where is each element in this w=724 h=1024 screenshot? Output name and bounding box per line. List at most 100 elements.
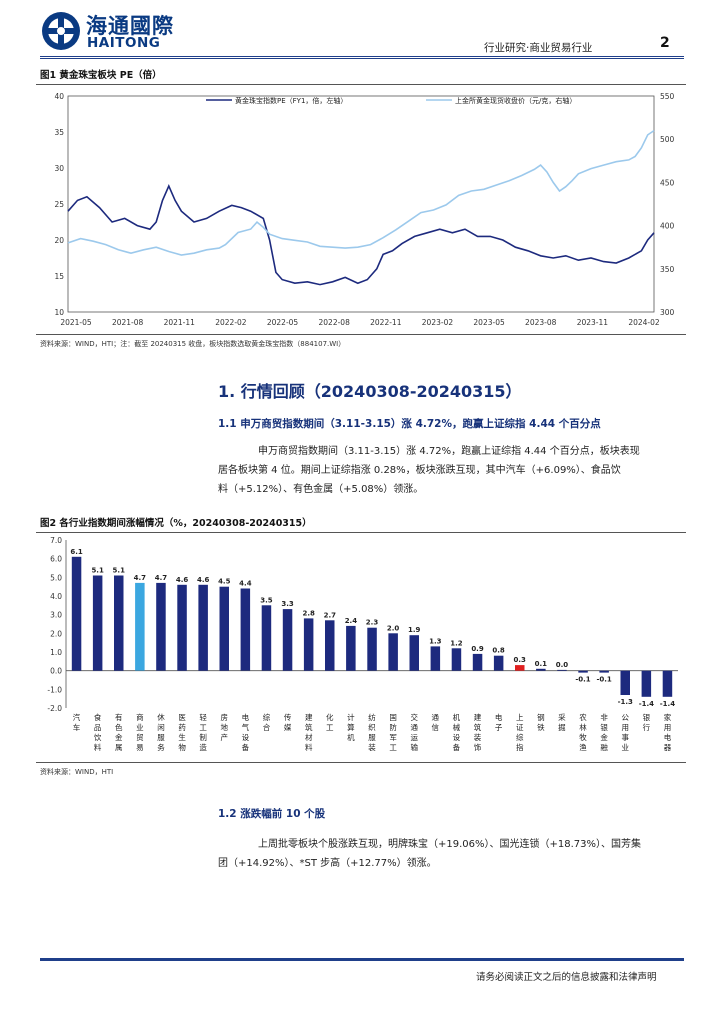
chart2-value-label-19: 0.9	[471, 645, 484, 653]
brand-cn: 海通國際	[86, 14, 174, 38]
chart1-yright-tick-2: 450	[660, 178, 675, 187]
chart2-value-label-15: 2.0	[387, 624, 400, 632]
chart2-category-label-10: 传媒	[284, 712, 292, 732]
chart2-value-label-16: 1.9	[408, 626, 421, 634]
section1-1-title: 1.1 申万商贸指数期间（3.11-3.15）涨 4.72%，跑赢上证综指 4.…	[218, 418, 601, 430]
chart2-category-label-28: 家用电器	[664, 712, 672, 752]
chart2-bar-15	[388, 633, 398, 671]
chart2-value-label-11: 2.8	[302, 609, 315, 617]
chart2-value-label-2: 5.1	[113, 567, 126, 575]
chart2-bar-13	[346, 625, 356, 671]
chart2-bar-0	[71, 556, 82, 671]
chart2-category-label-15: 国防军工	[389, 713, 397, 752]
section1-1-para-line2: 居各板块第 4 位。期间上证综指涨 0.28%，板块涨跌互现，其中汽车（+6.0…	[218, 465, 621, 476]
chart2-category-label-12: 化工	[326, 712, 334, 732]
chart2-value-label-27: -1.4	[639, 700, 654, 708]
figure1-chart: 40 35 30 25 20 15 10 550 500 450 400 350 300 2021-0…	[54, 92, 675, 327]
chart2-category-label-17: 通信	[432, 712, 440, 732]
chart1-xtick-7: 2023-02	[422, 318, 454, 327]
chart1-yright-tick-0: 550	[660, 92, 675, 101]
chart2-bar-26	[620, 670, 630, 695]
chart2-bar-21	[515, 665, 525, 671]
section1-2-para-line1: 上周批零板块个股涨跌互现，明牌珠宝（+19.06%）、国光连锁（+18.73%）…	[258, 839, 642, 850]
chart1-yleft-tick-1: 35	[54, 128, 64, 137]
chart2-value-label-6: 4.6	[197, 576, 210, 584]
chart2-category-label-1: 食品饮料	[94, 712, 102, 752]
chart1-yright-tick-4: 350	[660, 265, 675, 274]
chart2-value-label-9: 3.5	[260, 596, 273, 604]
section1-1-para-line3: 料（+5.12%）、有色金属（+5.08%）领涨。	[218, 484, 424, 495]
chart2-bar-7	[219, 586, 229, 671]
chart2-bar-1	[92, 575, 103, 671]
chart2-ytick-1: 6.0	[50, 555, 62, 564]
chart2-category-label-6: 轻工制造	[199, 712, 207, 752]
chart2-value-label-25: -0.1	[596, 676, 611, 684]
chart2-value-label-20: 0.8	[492, 647, 505, 655]
chart1-xtick-3: 2022-02	[215, 318, 247, 327]
chart2-bar-8	[240, 588, 251, 671]
haitong-logo-icon	[42, 12, 80, 50]
chart2-value-label-21: 0.3	[514, 656, 527, 664]
chart2-category-label-13: 计算机	[347, 712, 355, 742]
figure1-source: 资料来源：WIND，HTI；注：截至 20240315 收盘，板块指数选取黄金珠…	[40, 340, 346, 348]
chart2-category-label-20: 电子	[495, 712, 503, 732]
chart2-value-label-28: -1.4	[660, 700, 675, 708]
chart2-category-label-11: 建筑材料	[305, 712, 313, 752]
chart2-ytick-6: 1.0	[50, 648, 62, 657]
chart2-value-label-12: 2.7	[324, 611, 337, 619]
chart1-yright-tick-5: 300	[660, 308, 675, 317]
chart2-bar-20	[493, 655, 504, 671]
chart2-category-label-18: 机械设备	[453, 712, 461, 752]
chart2-ytick-2: 5.0	[50, 573, 62, 582]
chart2-ytick-5: 2.0	[50, 629, 62, 638]
chart2-value-label-8: 4.4	[239, 580, 252, 588]
chart2-category-label-19: 建筑装饰	[474, 712, 482, 752]
chart2-value-label-14: 2.3	[366, 619, 379, 627]
chart2-value-label-24: -0.1	[575, 676, 590, 684]
chart2-ytick-0: 7.0	[50, 536, 62, 545]
chart2-category-label-27: 银行	[643, 713, 651, 732]
chart2-ytick-4: 3.0	[50, 611, 62, 620]
figure2-chart: 7.0 6.0 5.0 4.0 3.0 2.0 1.0 0.0 -1.0 -2.0 6.1 5.1 5…	[47, 536, 678, 752]
figure2-title: 图2 各行业指数期间涨幅情况（%，20240308-20240315）	[40, 518, 312, 529]
chart2-category-label-21: 上证综指	[516, 713, 524, 752]
chart2-category-label-23: 采掘	[558, 712, 566, 732]
chart2-bar-2	[114, 575, 124, 671]
chart2-value-label-10: 3.3	[281, 600, 294, 608]
chart2-category-label-7: 房地产	[221, 712, 229, 742]
footer-rule	[40, 958, 684, 961]
chart2-value-label-3: 4.7	[134, 574, 147, 582]
chart1-xtick-9: 2023-08	[525, 318, 557, 327]
chart2-bar-17	[430, 646, 441, 671]
chart1-xtick-6: 2022-11	[370, 318, 402, 327]
chart1-xtick-8: 2023-05	[473, 318, 505, 327]
chart2-bar-11	[303, 618, 314, 671]
footer-disclaimer: 请务必阅读正文之后的信息披露和法律声明	[476, 972, 657, 983]
chart2-bar-9	[261, 605, 272, 671]
chart2-bar-24	[578, 670, 588, 673]
figure2-rule-bottom	[36, 762, 686, 763]
chart2-ytick-9: -2.0	[47, 704, 62, 713]
chart1-yright-tick-3: 400	[660, 222, 675, 231]
chart2-value-label-18: 1.2	[450, 639, 463, 647]
chart2-bar-25	[599, 670, 609, 673]
section1-2-para-line2: 团（+14.92%）、*ST 步高（+12.77%）领涨。	[218, 858, 437, 869]
figure2-rule	[36, 532, 686, 533]
chart2-category-label-2: 有色金属	[115, 712, 123, 752]
chart2-value-label-5: 4.6	[176, 576, 189, 584]
chart1-yleft-tick-3: 25	[54, 200, 64, 209]
chart2-ytick-8: -1.0	[47, 685, 62, 694]
chart1-yleft-tick-0: 40	[54, 92, 64, 101]
figure2-source: 资料来源：WIND，HTI	[40, 768, 114, 776]
chart1-yleft-tick-6: 10	[54, 308, 64, 317]
chart2-value-label-22: 0.1	[535, 660, 548, 668]
chart2-value-label-17: 1.3	[429, 637, 442, 645]
chart2-bar-22	[536, 668, 546, 671]
chart2-category-label-22: 钢铁	[537, 712, 545, 732]
section1-title: 1. 行情回顾（20240308-20240315）	[218, 382, 522, 401]
header-rule-2	[40, 58, 684, 59]
chart2-category-label-26: 公用事业	[621, 713, 629, 752]
chart2-category-label-25: 非银金融	[600, 712, 608, 752]
chart2-category-label-16: 交通运输	[410, 712, 418, 752]
page-number: 2	[660, 35, 670, 51]
